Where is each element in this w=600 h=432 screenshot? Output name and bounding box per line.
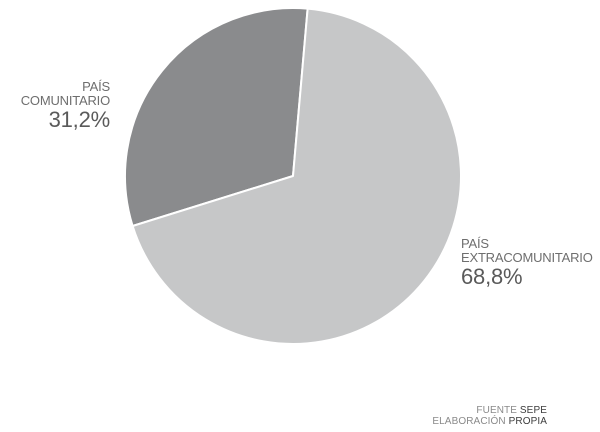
- source-line-2: ELABORACIÓN PROPIA: [432, 416, 547, 427]
- source-line-1: FUENTE SEPE: [476, 405, 547, 416]
- slice-value-label: 31,2%: [48, 107, 111, 133]
- slice-label-pais-comunitario: PAÍS COMUNITARIO 31,2%: [20, 79, 111, 133]
- pie-slice-pais-extracomunitario: [131, 7, 462, 346]
- slice-label-line: COMUNITARIO: [20, 92, 110, 108]
- pie-slice-pais-comunitario: [124, 7, 309, 228]
- slice-label-line: PAÍS: [82, 79, 110, 94]
- slice-value-label: 68,8%: [461, 264, 523, 290]
- source-note: FUENTE SEPE ELABORACIÓN PROPIA: [432, 405, 547, 427]
- slice-label-line: PAÍS: [461, 236, 489, 251]
- slice-label-line: EXTRACOMUNITARIO: [461, 249, 593, 265]
- slice-label-pais-extracomunitario: PAÍS EXTRACOMUNITARIO 68,8%: [461, 236, 593, 290]
